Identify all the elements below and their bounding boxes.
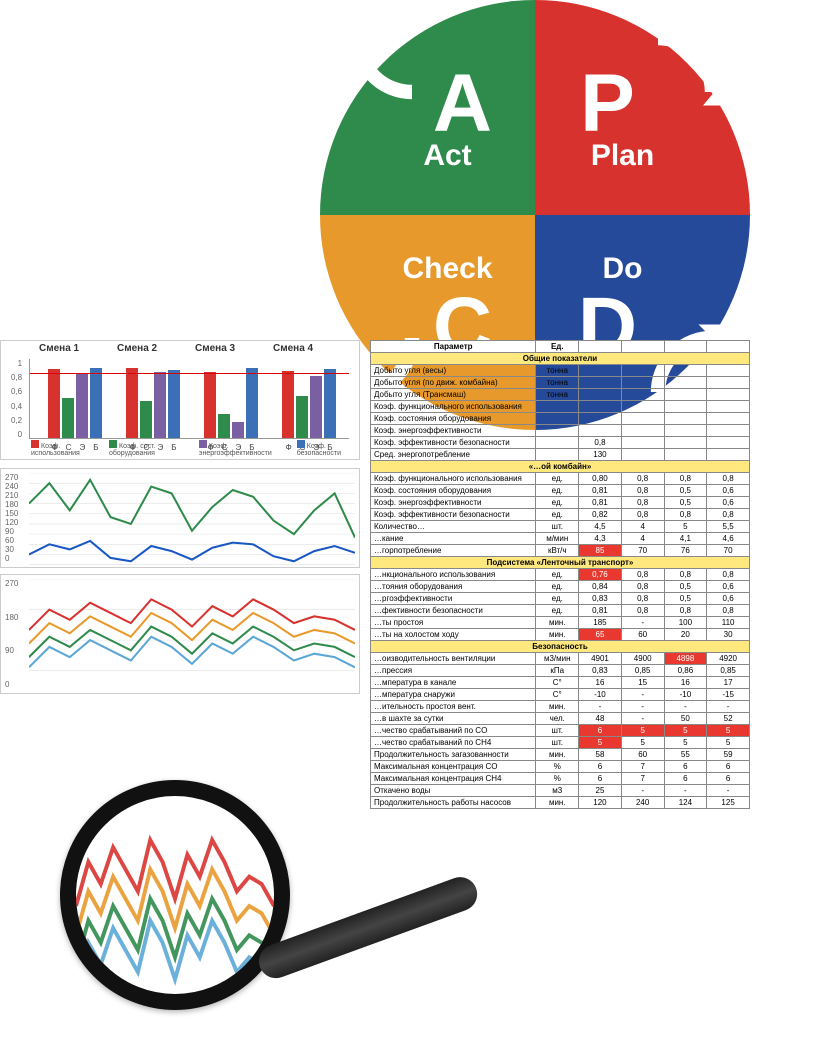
line-chart-2-svg <box>29 579 355 671</box>
section-header: Подсистема «Ленточный транспорт» <box>371 557 750 569</box>
table-row: …тояния оборудованияед.0,840,80,50,6 <box>371 581 750 593</box>
letter-plan: P <box>580 63 635 145</box>
table-row: Коэф. состояния оборудования <box>371 413 750 425</box>
table-row: Откачено водым325--- <box>371 785 750 797</box>
table-row: …фективности безопасностиед.0,810,80,80,… <box>371 605 750 617</box>
table-row: …мпература в каналеС°16151617 <box>371 677 750 689</box>
th-param: Параметр <box>371 341 536 353</box>
table-row: …канием/мин4,344,14,6 <box>371 533 750 545</box>
metrics-tbody: Общие показателиДобыто угля (весы)тоннаД… <box>371 353 750 809</box>
table-row: …ргоэффективностиед.0,830,80,50,6 <box>371 593 750 605</box>
table-row: Коэф. функционального использования <box>371 401 750 413</box>
table-row: Продолжительность загазованностимин.5860… <box>371 749 750 761</box>
table-row: …чество срабатываний по COшт.6555 <box>371 725 750 737</box>
section-header: «…ой комбайн» <box>371 461 750 473</box>
line-chart-2-yaxis: 270180900 <box>5 579 18 689</box>
section-header: Общие показатели <box>371 353 750 365</box>
table-row: Максимальная концентрация CO%6766 <box>371 761 750 773</box>
magnifier-icon <box>60 780 320 1040</box>
table-row: …прессиякПа0,830,850,860,85 <box>371 665 750 677</box>
table-row: …ты простоямин.185-100110 <box>371 617 750 629</box>
word-plan: Plan <box>591 139 654 173</box>
magnifier-zoomed-lines <box>76 796 274 994</box>
table-row: Сред. энергопотребление130 <box>371 449 750 461</box>
table-row: …нкционального использованияед.0,760,80,… <box>371 569 750 581</box>
th-v1 <box>579 341 622 353</box>
table-row: …в шахте за суткичел.48-5052 <box>371 713 750 725</box>
table-row: Коэф. эффективности безопасностиед.0,820… <box>371 509 750 521</box>
bar-chart-yaxis: 10,80,60,40,20 <box>11 359 22 439</box>
metrics-table-el: Параметр Ед. Общие показателиДобыто угля… <box>370 340 750 809</box>
table-row: …мпература снаружиС°-10--10-15 <box>371 689 750 701</box>
table-row: Продолжительность работы насосовмин.1202… <box>371 797 750 809</box>
table-row: Коэф. эффективности безопасности0,8 <box>371 437 750 449</box>
word-act: Act <box>423 139 471 173</box>
line-chart-2: 270180900 <box>0 574 360 694</box>
shift-bar-chart: 10,80,60,40,20 ФСЭБФСЭБФСЭБФСЭБ Коэф. ис… <box>0 340 360 460</box>
th-v2 <box>621 341 664 353</box>
table-row: Коэф. функционального использованияед.0,… <box>371 473 750 485</box>
table-row: Коэф. энергоэффективностиед.0,810,80,50,… <box>371 497 750 509</box>
table-row: …оизводительность вентиляциим3/мин490149… <box>371 653 750 665</box>
table-row: …ты на холостом ходумин.65602030 <box>371 629 750 641</box>
table-row: …чество срабатываний по CH4шт.5555 <box>371 737 750 749</box>
letter-act: A <box>433 63 492 145</box>
table-row: Добыто угля (весы)тонна <box>371 365 750 377</box>
table-row: Максимальная концентрация CH4%6766 <box>371 773 750 785</box>
line-chart-1-yaxis: 2702402101801501209060300 <box>5 473 18 563</box>
th-v3 <box>664 341 707 353</box>
table-row: Коэф. состояния оборудованияед.0,810,80,… <box>371 485 750 497</box>
magnifier-lens <box>60 780 290 1010</box>
table-row: Коэф. энергоэффективности <box>371 425 750 437</box>
table-row: …горпотреблениекВт/ч85707670 <box>371 545 750 557</box>
th-unit: Ед. <box>536 341 579 353</box>
line-chart-1-svg <box>29 473 355 565</box>
dashboard: 10,80,60,40,20 ФСЭБФСЭБФСЭБФСЭБ Коэф. ис… <box>0 340 840 710</box>
arrow-plan-icon <box>640 20 730 110</box>
bar-chart-legend: Коэф. использованияКоэф. сост. оборудова… <box>31 440 359 457</box>
table-row: Добыто угля (по движ. комбайна)тонна <box>371 377 750 389</box>
table-row: Количество…шт.4,5455,5 <box>371 521 750 533</box>
bar-chart-area: ФСЭБФСЭБФСЭБФСЭБ <box>29 359 349 439</box>
arrow-act-icon <box>340 20 430 110</box>
th-v4 <box>707 341 750 353</box>
magnifier-handle <box>254 872 482 983</box>
metrics-table: Параметр Ед. Общие показателиДобыто угля… <box>370 340 750 710</box>
table-row: Добыто угля (Трансмаш)тонна <box>371 389 750 401</box>
section-header: Безопасность <box>371 641 750 653</box>
line-chart-1: 2702402101801501209060300 <box>0 468 360 568</box>
